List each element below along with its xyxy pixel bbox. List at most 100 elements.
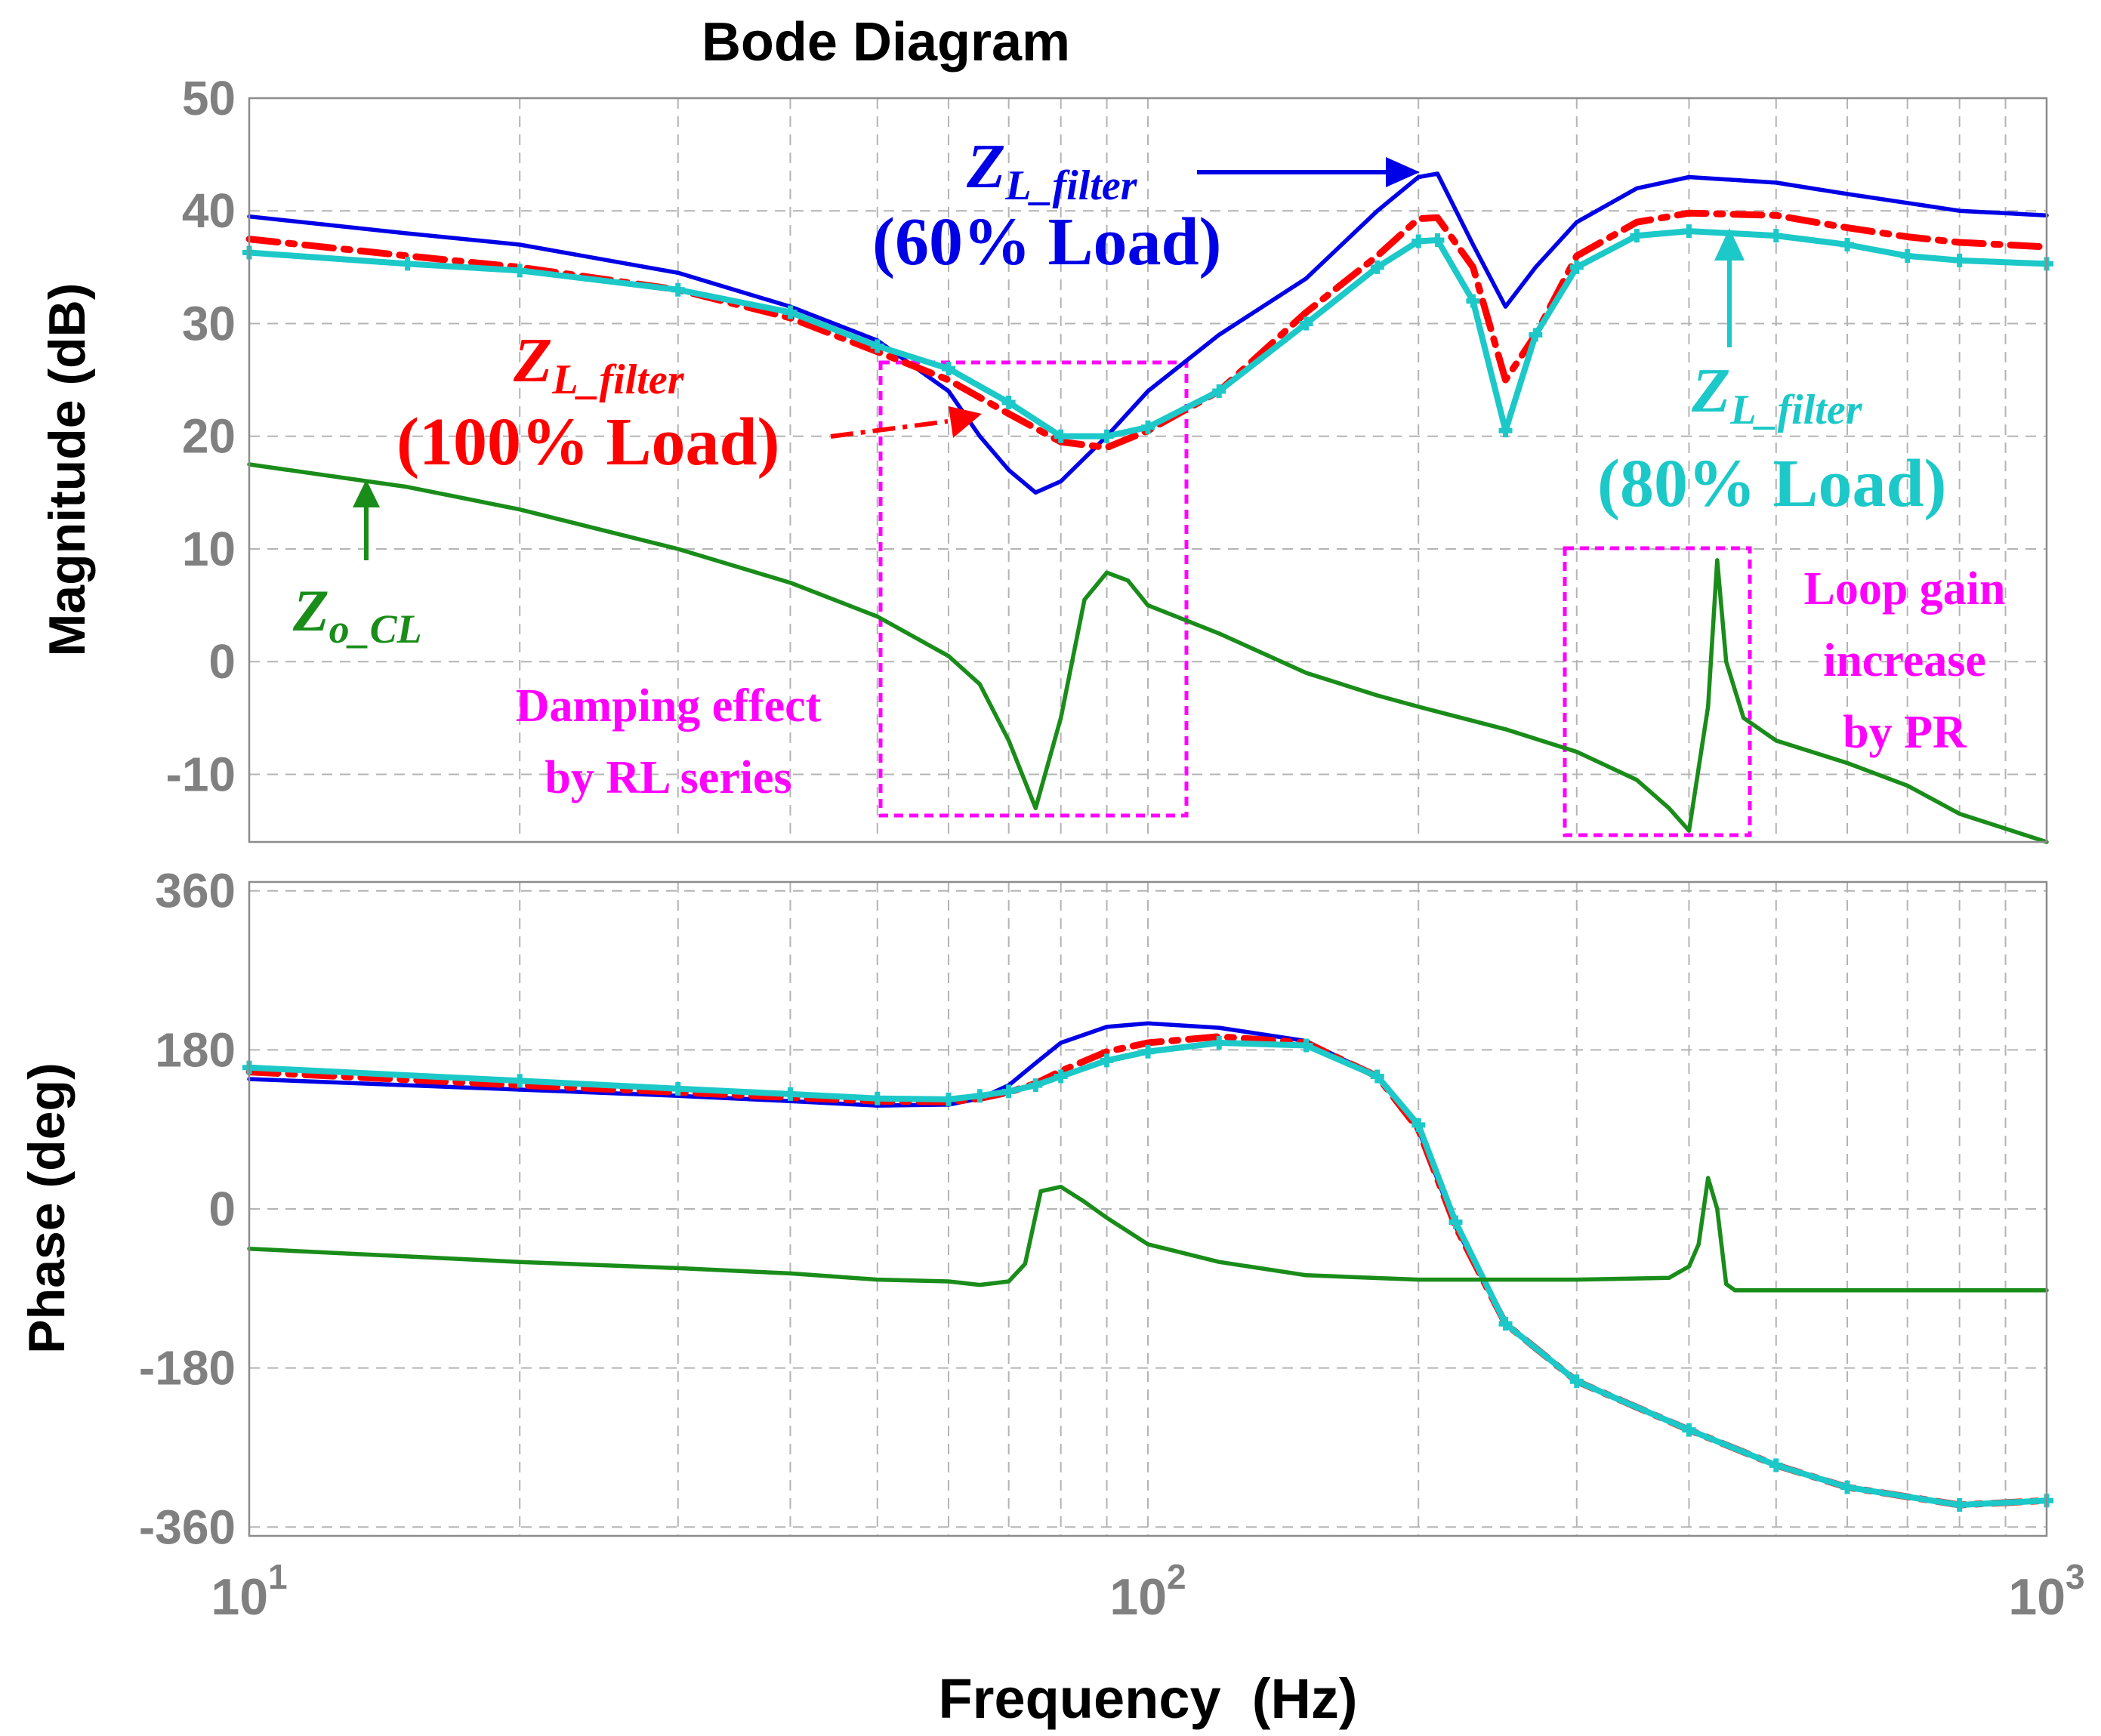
annotation-zl60: ZL_filter (60% Load) <box>872 131 1222 279</box>
annotation-damping-line1: Damping effect <box>516 680 822 732</box>
magnitude-series <box>242 171 2053 844</box>
arrow-zl100 <box>830 419 949 439</box>
annotation-zl60-sub: L_filter <box>1004 162 1137 209</box>
series-marker-zl80 <box>513 1074 527 1088</box>
series-marker-zl80 <box>671 1081 685 1096</box>
annotation-loopgain-line1: Loop gain <box>1803 563 2005 615</box>
series-marker-zl80 <box>400 257 415 271</box>
series-line-zl80 <box>246 1040 2050 1508</box>
series-marker-zl80 <box>1212 384 1226 399</box>
series-marker-zl80 <box>1299 1038 1313 1053</box>
series-line-zl100 <box>245 209 2050 452</box>
annotation-zl80-load: (80% Load) <box>1597 446 1947 521</box>
annotation-zl60-z: Z <box>966 131 1005 202</box>
annotation-zl60-load: (60% Load) <box>872 205 1222 279</box>
svg-text:ZL_filter: ZL_filter <box>513 325 685 403</box>
annotation-zl80-z: Z <box>1691 356 1730 426</box>
annotation-zl100-load: (100% Load) <box>396 405 780 479</box>
series-marker-zl80 <box>1411 1118 1426 1132</box>
series-marker-zl80 <box>671 282 685 297</box>
phase-y-tick-labels: 360 180 0 -180 -360 <box>139 864 236 1555</box>
magnitude-grid <box>249 98 2047 842</box>
series-line-zl60 <box>247 171 2049 495</box>
annotation-loopgain-line2: increase <box>1823 635 1986 686</box>
arrow-zl100-head <box>949 406 982 438</box>
annotation-zl80: ZL_filter (80% Load) <box>1597 356 1947 521</box>
annotation-zocl-z: Z <box>292 578 329 643</box>
series-marker-zl80 <box>1430 233 1445 248</box>
y-tick-label: 360 <box>155 864 236 918</box>
chart-title: Bode Diagram <box>702 12 1070 72</box>
series-marker-zl80 <box>1769 1458 1783 1472</box>
x-tick-label: 103 <box>2008 1557 2084 1626</box>
series-marker-zl80 <box>783 1087 798 1101</box>
series-marker-zl80 <box>1054 429 1068 443</box>
loop-gain-box <box>1563 546 1752 837</box>
series-marker-zl80 <box>1952 1498 1967 1512</box>
arrow-zl60-head <box>1386 157 1420 187</box>
magnitude-axis-label: Magnitude (dB) <box>39 283 96 657</box>
y-tick-label: 180 <box>155 1022 236 1077</box>
series-marker-zl80 <box>1141 1044 1155 1059</box>
series-marker-zl80 <box>1001 395 1016 409</box>
y-tick-label: -10 <box>166 747 236 801</box>
series-marker-zl80 <box>870 339 884 353</box>
series-marker-zl80 <box>1029 1078 1043 1093</box>
annotation-zl100: ZL_filter (100% Load) <box>396 325 780 479</box>
phase-series <box>242 1021 2053 1512</box>
series-marker-zl80 <box>1682 1423 1696 1437</box>
series-marker-zl80 <box>1100 1053 1114 1068</box>
series-marker-zl80 <box>1682 224 1696 239</box>
y-tick-label: 0 <box>208 634 236 689</box>
annotation-damping: Damping effect by RL series <box>516 680 822 803</box>
series-marker-zl80 <box>973 1089 987 1103</box>
annotation-zocl: Zo_CL <box>292 578 422 652</box>
series-marker-zl80 <box>1370 260 1384 274</box>
svg-text:ZL_filter: ZL_filter <box>966 131 1138 209</box>
arrow-zocl-head <box>353 479 380 507</box>
series-marker-zl80 <box>1840 1480 1854 1494</box>
x-tick-label: 102 <box>1109 1557 1186 1626</box>
series-marker-zl80 <box>1001 1084 1016 1099</box>
series-marker-zl80 <box>1448 1215 1463 1229</box>
x-tick-labels: 101 102 103 <box>211 1557 2084 1626</box>
svg-text:Zo_CL: Zo_CL <box>292 578 422 652</box>
series-marker-zl80 <box>1569 1374 1584 1389</box>
series-marker-zl80 <box>1840 238 1854 252</box>
annotation-zl100-sub: L_filter <box>551 356 684 403</box>
y-tick-label: 20 <box>182 409 236 464</box>
series-marker-zl80 <box>1952 253 1967 267</box>
annotation-zl80-sub: L_filter <box>1729 387 1862 433</box>
magnitude-frame <box>248 97 2048 843</box>
series-marker-zl80 <box>1054 1069 1068 1084</box>
series-marker-zl80 <box>1411 234 1426 248</box>
series-marker-zl80 <box>1630 229 1644 243</box>
phase-frame <box>248 880 2048 1537</box>
series-marker-zl80 <box>1569 260 1584 274</box>
series-marker-zl80 <box>942 1092 955 1106</box>
annotation-loopgain: Loop gain increase by PR <box>1803 563 2005 758</box>
series-marker-zl80 <box>1299 316 1313 331</box>
y-tick-label: 40 <box>182 183 236 238</box>
series-marker-zl80 <box>1466 294 1480 308</box>
damping-effect-box <box>878 360 1189 818</box>
series-marker-zl80 <box>1498 424 1513 438</box>
arrow-zl80-head <box>1714 228 1745 261</box>
annotation-damping-line2: by RL series <box>545 752 791 803</box>
annotation-zocl-sub: o_CL <box>329 606 422 652</box>
series-marker-zl80 <box>1900 248 1914 263</box>
series-marker-zl80 <box>870 1091 884 1105</box>
phase-grid <box>249 882 2047 1536</box>
phase-axis-label: Phase (deg) <box>18 1062 76 1353</box>
series-marker-zl80 <box>1769 229 1783 243</box>
series-marker-zl80 <box>942 362 955 376</box>
y-tick-label: 0 <box>208 1182 236 1236</box>
svg-text:ZL_filter: ZL_filter <box>1691 356 1863 433</box>
series-marker-zl80 <box>1100 429 1114 443</box>
magnitude-y-tick-labels: 50 40 30 20 10 0 -10 <box>166 71 236 801</box>
y-tick-label: -180 <box>139 1341 236 1395</box>
annotation-zl100-z: Z <box>513 325 552 396</box>
annotation-loopgain-line3: by PR <box>1843 707 1967 758</box>
x-tick-label: 101 <box>211 1557 287 1626</box>
